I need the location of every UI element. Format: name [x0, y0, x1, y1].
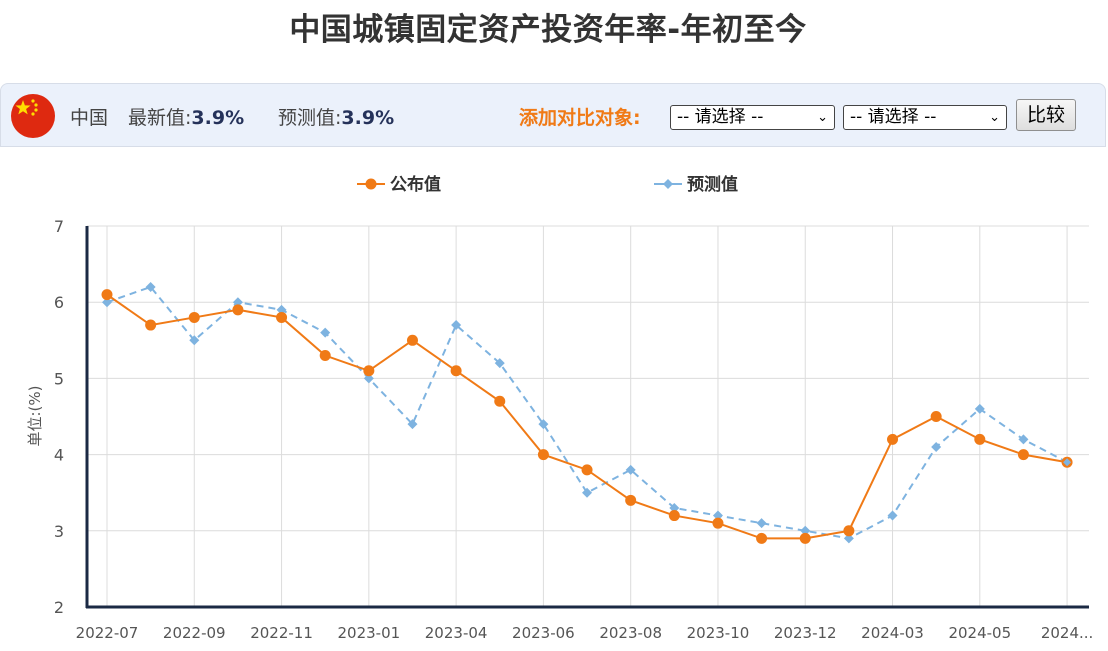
series-line-published	[106, 293, 1068, 540]
forecast-point	[363, 373, 374, 384]
x-tick-label: 2024-05	[948, 624, 1011, 642]
forecast-point	[582, 487, 593, 498]
x-tick-label: 2022-09	[163, 624, 226, 642]
forecast-point	[756, 518, 767, 529]
forecast-point	[538, 419, 549, 430]
x-tick-label: 2023-12	[774, 624, 837, 642]
x-tick-label: 2022-11	[250, 624, 313, 642]
published-point	[276, 311, 288, 323]
forecast-point	[232, 297, 243, 308]
compare-button[interactable]: 比较	[1016, 99, 1076, 131]
y-tick-label: 6	[54, 293, 64, 312]
y-tick-label: 4	[54, 446, 64, 465]
y-tick-label: 3	[54, 522, 64, 541]
x-tick-label: 2023-10	[687, 624, 750, 642]
country-name: 中国	[70, 107, 109, 129]
published-point	[188, 311, 200, 323]
forecast-point	[712, 510, 723, 521]
latest-value: 3.9%	[191, 107, 245, 129]
y-tick-label: 5	[54, 369, 64, 388]
published-point	[232, 304, 244, 316]
forecast-point	[276, 304, 287, 315]
published-point	[101, 289, 113, 301]
published-point	[581, 464, 593, 476]
forecast-point	[931, 441, 942, 452]
latest-label: 最新值:	[128, 107, 192, 129]
forecast-value: 3.9%	[341, 107, 395, 129]
info-bar: 中国 最新值:3.9% 预测值:3.9% 添加对比对象: -- 请选择 -- ⌄…	[0, 83, 1106, 147]
compare-select-2[interactable]: -- 请选择 -- ⌄	[843, 105, 1007, 130]
compare-select-2-value: -- 请选择 --	[850, 107, 937, 127]
legend-marker-published	[365, 178, 377, 190]
x-tick-label: 2023-04	[425, 624, 488, 642]
forecast-label: 预测值:	[278, 107, 342, 129]
x-tick-label: 2022-07	[76, 624, 139, 642]
forecast-point	[800, 525, 811, 536]
compare-select-1-value: -- 请选择 --	[677, 107, 764, 127]
forecast-point	[494, 358, 505, 369]
forecast-point	[102, 297, 112, 308]
forecast-point	[1063, 458, 1072, 467]
published-point	[974, 433, 986, 445]
published-point	[494, 395, 506, 407]
published-point	[537, 449, 549, 461]
published-point	[887, 433, 899, 445]
published-point	[843, 525, 855, 537]
x-tick-label: 2023-08	[599, 624, 662, 642]
published-point	[625, 494, 637, 506]
forecast-point	[669, 502, 680, 513]
y-axis-label: 单位:(%)	[26, 385, 44, 446]
forecast-point	[407, 419, 418, 430]
compare-label: 添加对比对象:	[519, 107, 641, 129]
forecast-value-group: 预测值:3.9%	[278, 103, 394, 130]
published-point	[799, 532, 811, 544]
series-line-forecast	[106, 285, 1068, 540]
x-tick-label: 2023-06	[512, 624, 575, 642]
y-tick-label: 2	[54, 598, 64, 617]
line-chart: 2 3 4 5 6 7 2022-07 2022-09 2022-11 2023-01 2023-0…	[26, 174, 1093, 642]
y-tick-label: 7	[54, 217, 64, 236]
chevron-down-icon: ⌄	[817, 110, 828, 125]
forecast-point	[974, 403, 985, 414]
published-point	[668, 510, 680, 522]
legend-label-forecast: 预测值	[687, 174, 738, 195]
latest-value-group: 最新值:3.9%	[128, 103, 244, 130]
forecast-point	[887, 510, 898, 521]
published-point	[145, 319, 157, 331]
compare-select-1[interactable]: -- 请选择 -- ⌄	[670, 105, 835, 130]
published-point	[712, 517, 724, 529]
chevron-down-icon: ⌄	[989, 110, 1000, 125]
forecast-point	[1018, 434, 1029, 445]
china-flag-icon	[11, 94, 55, 138]
forecast-point	[625, 464, 636, 475]
legend-label-published: 公布值	[390, 174, 441, 195]
forecast-point	[320, 327, 331, 338]
page-title: 中国城镇固定资产投资年率-年初至今	[289, 12, 807, 48]
forecast-point	[451, 320, 462, 331]
published-point	[319, 350, 331, 362]
x-tick-label: 2024-03	[861, 624, 924, 642]
published-point	[450, 365, 462, 377]
forecast-point	[145, 281, 156, 292]
forecast-point	[189, 335, 200, 346]
published-point	[930, 411, 942, 422]
x-tick-label: 2023-01	[337, 624, 400, 642]
published-point	[756, 532, 768, 544]
published-point	[363, 365, 375, 377]
x-tick-label: 2024...	[1041, 624, 1093, 642]
published-point	[1017, 449, 1029, 461]
forecast-point	[843, 533, 854, 544]
published-point	[406, 334, 418, 346]
legend-marker-forecast	[663, 179, 673, 189]
